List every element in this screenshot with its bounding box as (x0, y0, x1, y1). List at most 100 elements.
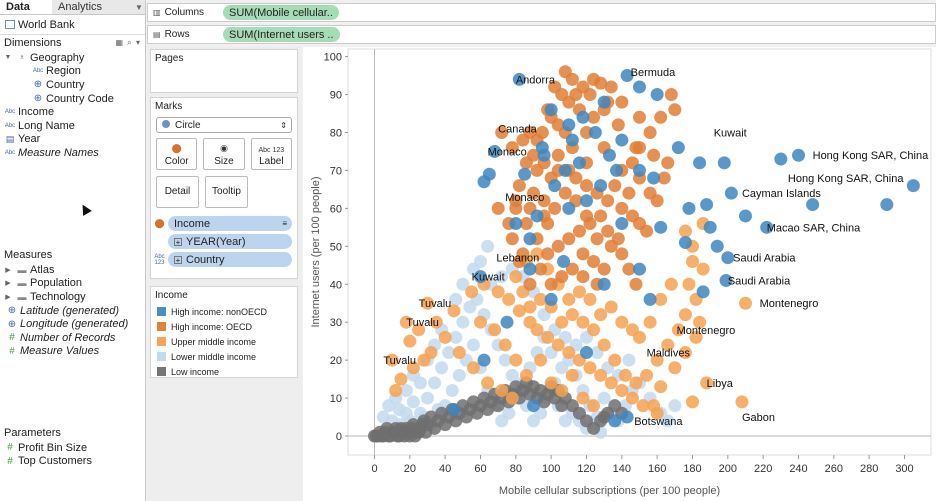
data-point (650, 353, 664, 367)
dimension-field[interactable]: Abc Region (0, 65, 145, 79)
columns-shelf[interactable]: ▥ Columns SUM(Mobile cellular.. (147, 3, 936, 22)
data-point (580, 209, 593, 223)
income-pill[interactable]: Income ≡ (168, 216, 292, 231)
data-point (541, 330, 555, 344)
tooltip-button[interactable]: Tooltip (205, 176, 248, 208)
color-button[interactable]: ⬤ Color (156, 138, 198, 170)
x-axis-title: Mobile cellular subscriptions (per 100 p… (499, 485, 720, 497)
data-point (565, 308, 579, 322)
data-point (622, 262, 636, 276)
data-point (562, 292, 576, 306)
data-point (678, 224, 692, 238)
dimension-label: Income (18, 106, 55, 119)
data-point (562, 232, 576, 246)
measure-field[interactable]: ⊕ Latitude (generated) (0, 304, 145, 318)
detail-button[interactable]: Detail (156, 176, 199, 208)
expand-plus-icon[interactable]: + (174, 255, 182, 265)
data-point (548, 80, 562, 94)
x-tick-label: 160 (648, 463, 666, 475)
data-point (576, 315, 590, 329)
measure-field[interactable]: # Measure Values (0, 345, 145, 359)
tab-analytics[interactable]: Analytics (58, 1, 103, 13)
country-pill[interactable]: + Country (168, 252, 292, 267)
data-point (495, 125, 509, 139)
abc-icon: Abc (32, 68, 44, 75)
data-point (664, 88, 678, 102)
data-point (643, 292, 657, 306)
label-button[interactable]: Abc 123 Label (250, 138, 292, 170)
dimension-field[interactable]: ⊕ Country Code (0, 92, 145, 106)
data-point (466, 361, 480, 375)
income-pill-row: ⬤ Income ≡ (151, 215, 297, 232)
expand-right-icon[interactable]: ▶ (5, 266, 11, 274)
dimensions-tools-icon[interactable]: ▦ ⌕ ▾ (115, 38, 141, 47)
sort-icon: ≡ (282, 219, 287, 228)
expand-right-icon[interactable]: ▶ (5, 280, 11, 288)
dimension-field[interactable]: ⊕ Country (0, 78, 145, 92)
dimension-field[interactable]: Abc Income (0, 105, 145, 119)
measure-field[interactable]: ▶ ▬ Technology (0, 290, 145, 304)
data-point (474, 270, 487, 284)
marks-pills: ⬤ Income ≡ + YEAR(Year) Abc 123 + Country (151, 215, 297, 268)
expand-right-icon[interactable]: ▶ (5, 293, 11, 301)
data-point (661, 156, 675, 170)
data-point (557, 254, 571, 268)
data-point (412, 323, 426, 337)
data-point (406, 395, 420, 409)
measure-field[interactable]: # Number of Records (0, 331, 145, 345)
abc-icon: Abc (4, 109, 16, 116)
cards-pane: Pages Marks Circle ⇕ ⬤ Color ◉ Size Abc 12… (147, 46, 302, 501)
year-pill[interactable]: + YEAR(Year) (168, 234, 292, 249)
rows-pill[interactable]: SUM(Internet users .. (223, 27, 340, 42)
point-annotation: Macao SAR, China (767, 222, 861, 234)
measure-label: Number of Records (20, 331, 116, 344)
rows-shelf-label: ▤ Rows (148, 29, 223, 40)
columns-label-text: Columns (164, 7, 205, 18)
measure-field[interactable]: ▶ ▬ Atlas (0, 263, 145, 277)
data-point (495, 383, 509, 397)
data-point (491, 285, 505, 299)
legend-item[interactable]: Upper middle income (151, 334, 297, 349)
data-point (421, 391, 434, 405)
data-point (611, 118, 625, 132)
data-point (516, 133, 530, 147)
data-point (435, 361, 449, 375)
datasource-row[interactable]: World Bank (0, 15, 145, 35)
size-button[interactable]: ◉ Size (203, 138, 245, 170)
data-point (601, 194, 615, 208)
rows-shelf[interactable]: ▤ Rows SUM(Internet users .. (147, 25, 936, 44)
data-point (594, 308, 608, 322)
data-point (477, 353, 491, 367)
legend-label: High income: OECD (171, 321, 253, 332)
dimension-field[interactable]: ▤ Year (0, 133, 145, 147)
parameter-field[interactable]: # Profit Bin Size (0, 441, 145, 455)
scatter-chart[interactable]: 0 20 40 60 80 100 120 140 160 180 200 220 240 260 280 3… (303, 47, 936, 501)
dimension-field[interactable]: Abc Measure Names (0, 146, 145, 160)
data-point (587, 254, 601, 268)
expand-down-icon[interactable]: ▼ (4, 54, 12, 62)
pages-card[interactable]: Pages (150, 49, 298, 93)
legend-item[interactable]: High income: nonOECD (151, 304, 297, 319)
legend-item[interactable]: Lower middle income (151, 349, 297, 364)
expand-plus-icon[interactable]: + (174, 237, 182, 247)
pane-tabs: Data Analytics ▼ (0, 0, 145, 15)
data-point (512, 179, 526, 193)
tab-data[interactable]: Data (0, 0, 52, 14)
measure-field[interactable]: ▶ ▬ Population (0, 277, 145, 291)
dimension-field[interactable]: ▼ ♗ Geography (0, 51, 145, 65)
mark-type-select[interactable]: Circle ⇕ (156, 117, 292, 133)
data-point (643, 125, 657, 139)
chart-svg: 0 20 40 60 80 100 120 140 160 180 200 220 240 260 280 3… (310, 48, 932, 497)
pane-menu-arrow-icon[interactable]: ▼ (135, 3, 143, 12)
columns-pill[interactable]: SUM(Mobile cellular.. (223, 5, 339, 20)
folder-icon: ▬ (17, 264, 27, 275)
legend-item[interactable]: Low income (151, 364, 297, 379)
parameter-field[interactable]: # Top Customers (0, 455, 145, 469)
data-point (394, 372, 408, 386)
data-point (774, 152, 788, 166)
legend-item[interactable]: High income: OECD (151, 319, 297, 334)
dimension-field[interactable]: Abc Long Name (0, 119, 145, 133)
y-tick-label: 20 (330, 355, 342, 367)
measure-field[interactable]: ⊕ Longitude (generated) (0, 317, 145, 331)
data-point (558, 163, 572, 177)
